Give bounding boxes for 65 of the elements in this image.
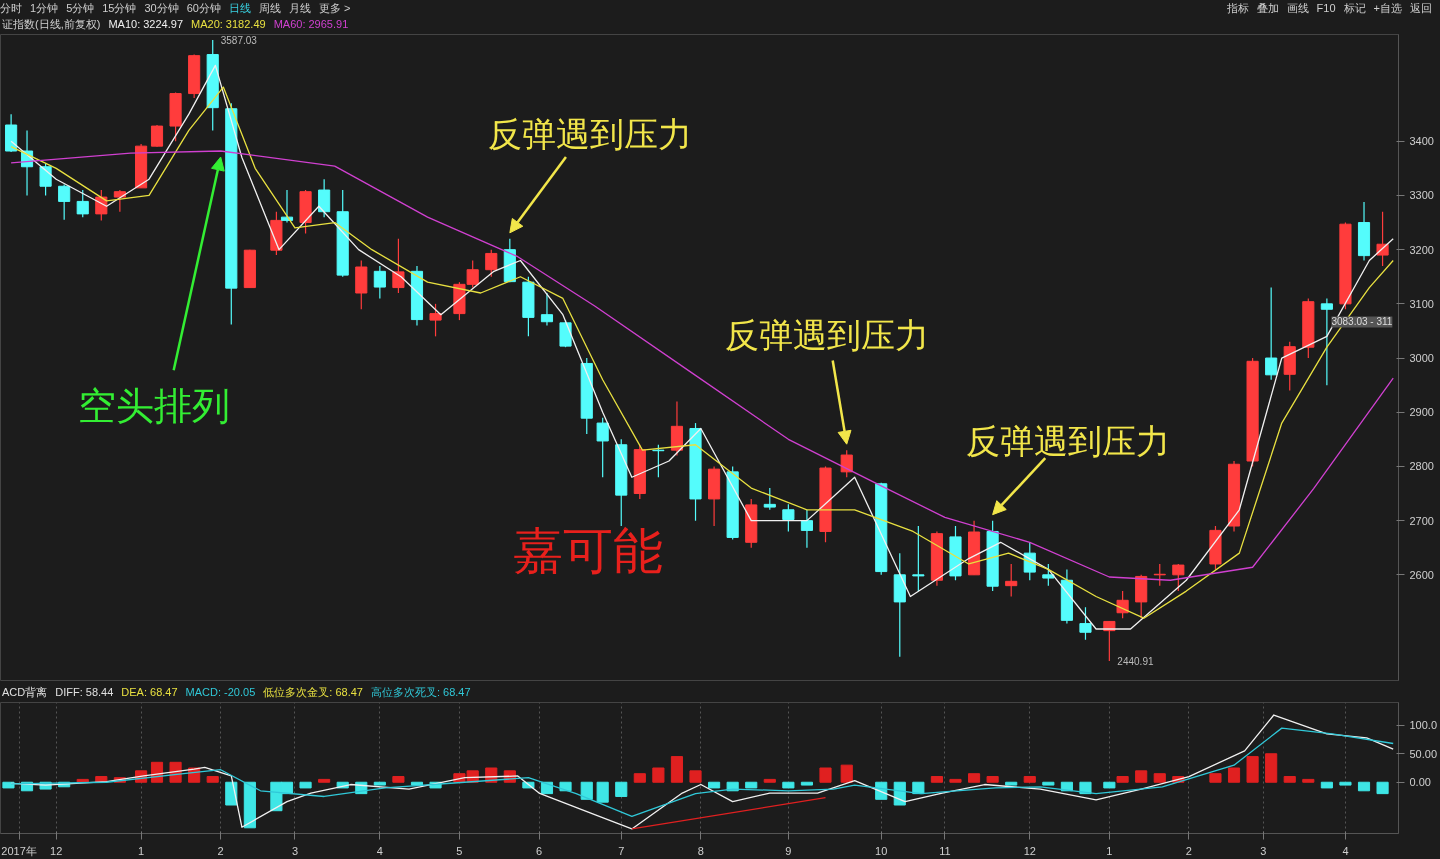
x-tick-label: 3 <box>1260 844 1267 857</box>
y-tick-label: 2600 <box>1409 568 1434 581</box>
x-tick-label: 8 <box>697 844 704 857</box>
text: 叠加 <box>1256 2 1279 14</box>
text: +自选 <box>1373 2 1402 14</box>
x-tick-label: 4 <box>376 844 383 857</box>
text: ACD背离 <box>2 686 48 698</box>
annotation: 反弹遇到压力 <box>488 114 692 153</box>
annotation: 3587.03 <box>220 34 258 46</box>
text: 1分钟 <box>30 2 59 14</box>
x-tick-label: 10 <box>875 844 888 857</box>
y-tick-label: 3400 <box>1409 135 1434 148</box>
x-tick-label: 6 <box>535 844 543 857</box>
x-tick-label: 1 <box>138 844 145 857</box>
text: 更多 > <box>319 2 351 14</box>
text: MA10: 3224.97 <box>108 18 184 30</box>
y-tick-label: 3300 <box>1409 189 1434 202</box>
text: DIFF: 58.44 <box>55 686 114 698</box>
y-tick-label: 2800 <box>1409 460 1434 473</box>
text: 15分钟 <box>102 2 137 14</box>
annotation: 2440.91 <box>1117 656 1154 668</box>
x-tick-label: 3 <box>291 844 299 857</box>
x-tick-label: 12 <box>50 844 63 857</box>
text: 高位多次死叉: 68.47 <box>370 686 471 698</box>
y-tick-label: 3000 <box>1409 352 1434 365</box>
text: DEA: 68.47 <box>121 686 178 698</box>
annotation: 嘉可能 <box>512 523 663 580</box>
y-tick-label: 50.00 <box>1409 747 1438 760</box>
x-tick-label: 9 <box>785 844 792 857</box>
text: 低位多次金叉: 68.47 <box>263 686 363 698</box>
y-tick-label: 0.00 <box>1409 776 1431 789</box>
annotation: 空头排列 <box>77 385 230 428</box>
annotation: 3083.03 - 311 <box>1331 316 1393 328</box>
x-tick-label: 2 <box>1185 844 1192 857</box>
y-tick-label: 2700 <box>1409 514 1434 527</box>
text: MA20: 3182.49 <box>191 18 266 30</box>
text: 月线 <box>289 2 311 14</box>
text: 画线 <box>1286 2 1309 14</box>
text: 标记 <box>1343 2 1366 14</box>
annotation: 反弹遇到压力 <box>724 316 929 355</box>
text: 证指数(日线,前复权) <box>2 18 101 30</box>
text: 日线 <box>229 2 251 14</box>
text: 周线 <box>259 2 281 14</box>
x-tick-label: 5 <box>456 844 463 857</box>
text: MACD: -20.05 <box>185 686 256 698</box>
text: 分时 <box>0 2 22 14</box>
text: 60分钟 <box>186 2 221 14</box>
text: 30分钟 <box>144 2 179 14</box>
text: MA60: 2965.91 <box>273 18 349 30</box>
text: 返回 <box>1410 2 1432 14</box>
text: F10 <box>1316 2 1336 14</box>
text: 5分钟 <box>66 2 95 14</box>
y-tick-label: 100.0 <box>1409 719 1438 732</box>
x-tick-label: 7 <box>618 844 625 857</box>
x-tick-label: 4 <box>1342 844 1349 857</box>
y-tick-label: 3100 <box>1409 297 1434 310</box>
y-tick-label: 3200 <box>1409 243 1434 256</box>
text: 指标 <box>1226 2 1249 14</box>
x-tick-label: 11 <box>939 844 951 857</box>
y-tick-label: 2900 <box>1409 406 1434 419</box>
x-tick-label: 2017年 <box>1 844 37 857</box>
x-tick-label: 12 <box>1023 844 1036 857</box>
annotation: 反弹遇到压力 <box>965 421 1170 460</box>
x-tick-label: 2 <box>217 844 224 857</box>
x-tick-label: 1 <box>1106 844 1113 857</box>
